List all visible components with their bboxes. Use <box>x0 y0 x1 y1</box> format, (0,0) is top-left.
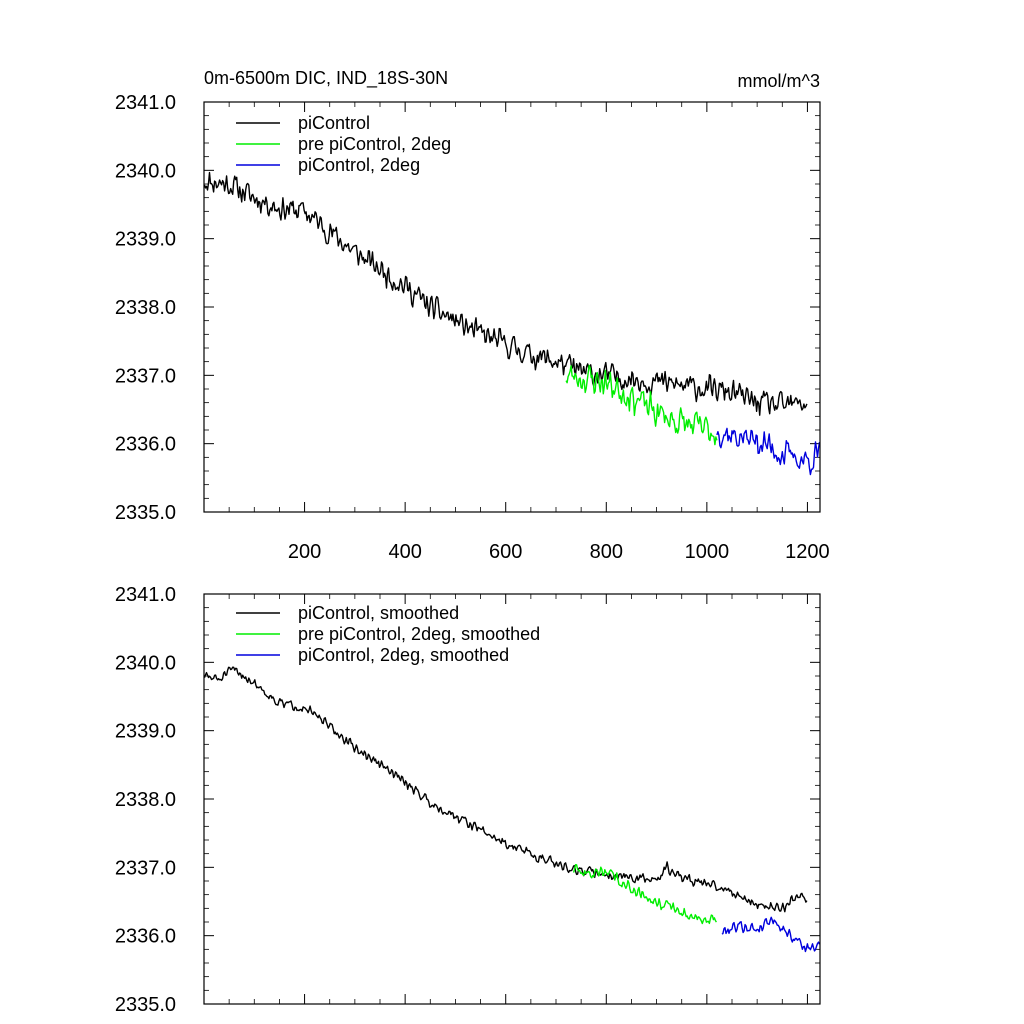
panel-bottom: 2335.0 2336.0 2337.0 2338.0 2339.0 2340.0 2341… <box>115 584 821 1016</box>
plot-frame-bottom <box>203 593 821 1005</box>
legend-label: piControl <box>298 113 370 133</box>
series-line-pre-picontrol-2deg <box>565 364 718 446</box>
x-tick-label: 200 <box>288 541 321 563</box>
y-tick-label: 2337.0 <box>115 857 176 879</box>
axes-top: 2335.0 2336.0 2337.0 2338.0 2339.0 2340.0 2341… <box>115 92 830 563</box>
series-line-pre-picontrol-2deg-smoothed <box>572 864 717 925</box>
series-lines-bottom <box>203 666 821 953</box>
series-line-picontrol-2deg-smoothed <box>721 916 821 953</box>
x-tick-label: 1200 <box>785 541 830 563</box>
y-tick-label: 2335.0 <box>115 994 176 1016</box>
plot-frame-top <box>203 101 821 513</box>
chart-title: 0m-6500m DIC, IND_18S-30N <box>204 68 448 89</box>
y-tick-label: 2335.0 <box>115 502 176 524</box>
x-tick-label: 600 <box>489 541 522 563</box>
x-tick-label: 1000 <box>685 541 730 563</box>
x-tick-label: 400 <box>388 541 421 563</box>
y-tick-label: 2337.0 <box>115 365 176 387</box>
y-tick-label: 2338.0 <box>115 789 176 811</box>
series-line-picontrol-smoothed <box>203 666 808 913</box>
units-label: mmol/m^3 <box>738 71 820 91</box>
y-tick-label: 2339.0 <box>115 229 176 251</box>
panel-top: 0m-6500m DIC, IND_18S-30N mmol/m^3 2335.… <box>115 68 830 563</box>
x-tick-label: 800 <box>590 541 623 563</box>
legend-label: piControl, 2deg, smoothed <box>298 645 509 665</box>
legend-label: pre piControl, 2deg <box>298 134 451 154</box>
series-lines-top <box>203 171 821 476</box>
y-tick-label: 2341.0 <box>115 92 176 114</box>
legend-label: pre piControl, 2deg, smoothed <box>298 624 540 644</box>
y-tick-label: 2341.0 <box>115 584 176 606</box>
y-tick-label: 2340.0 <box>115 652 176 674</box>
legend-label: piControl, 2deg <box>298 155 420 175</box>
y-tick-label: 2340.0 <box>115 160 176 182</box>
y-tick-label: 2336.0 <box>115 926 176 948</box>
series-line-picontrol-2deg <box>716 427 821 476</box>
y-tick-label: 2336.0 <box>115 434 176 456</box>
axes-bottom: 2335.0 2336.0 2337.0 2338.0 2339.0 2340.0 2341… <box>115 584 820 1016</box>
y-tick-label: 2339.0 <box>115 721 176 743</box>
y-tick-label: 2338.0 <box>115 297 176 319</box>
series-line-picontrol <box>203 171 808 416</box>
legend-label: piControl, smoothed <box>298 603 459 623</box>
